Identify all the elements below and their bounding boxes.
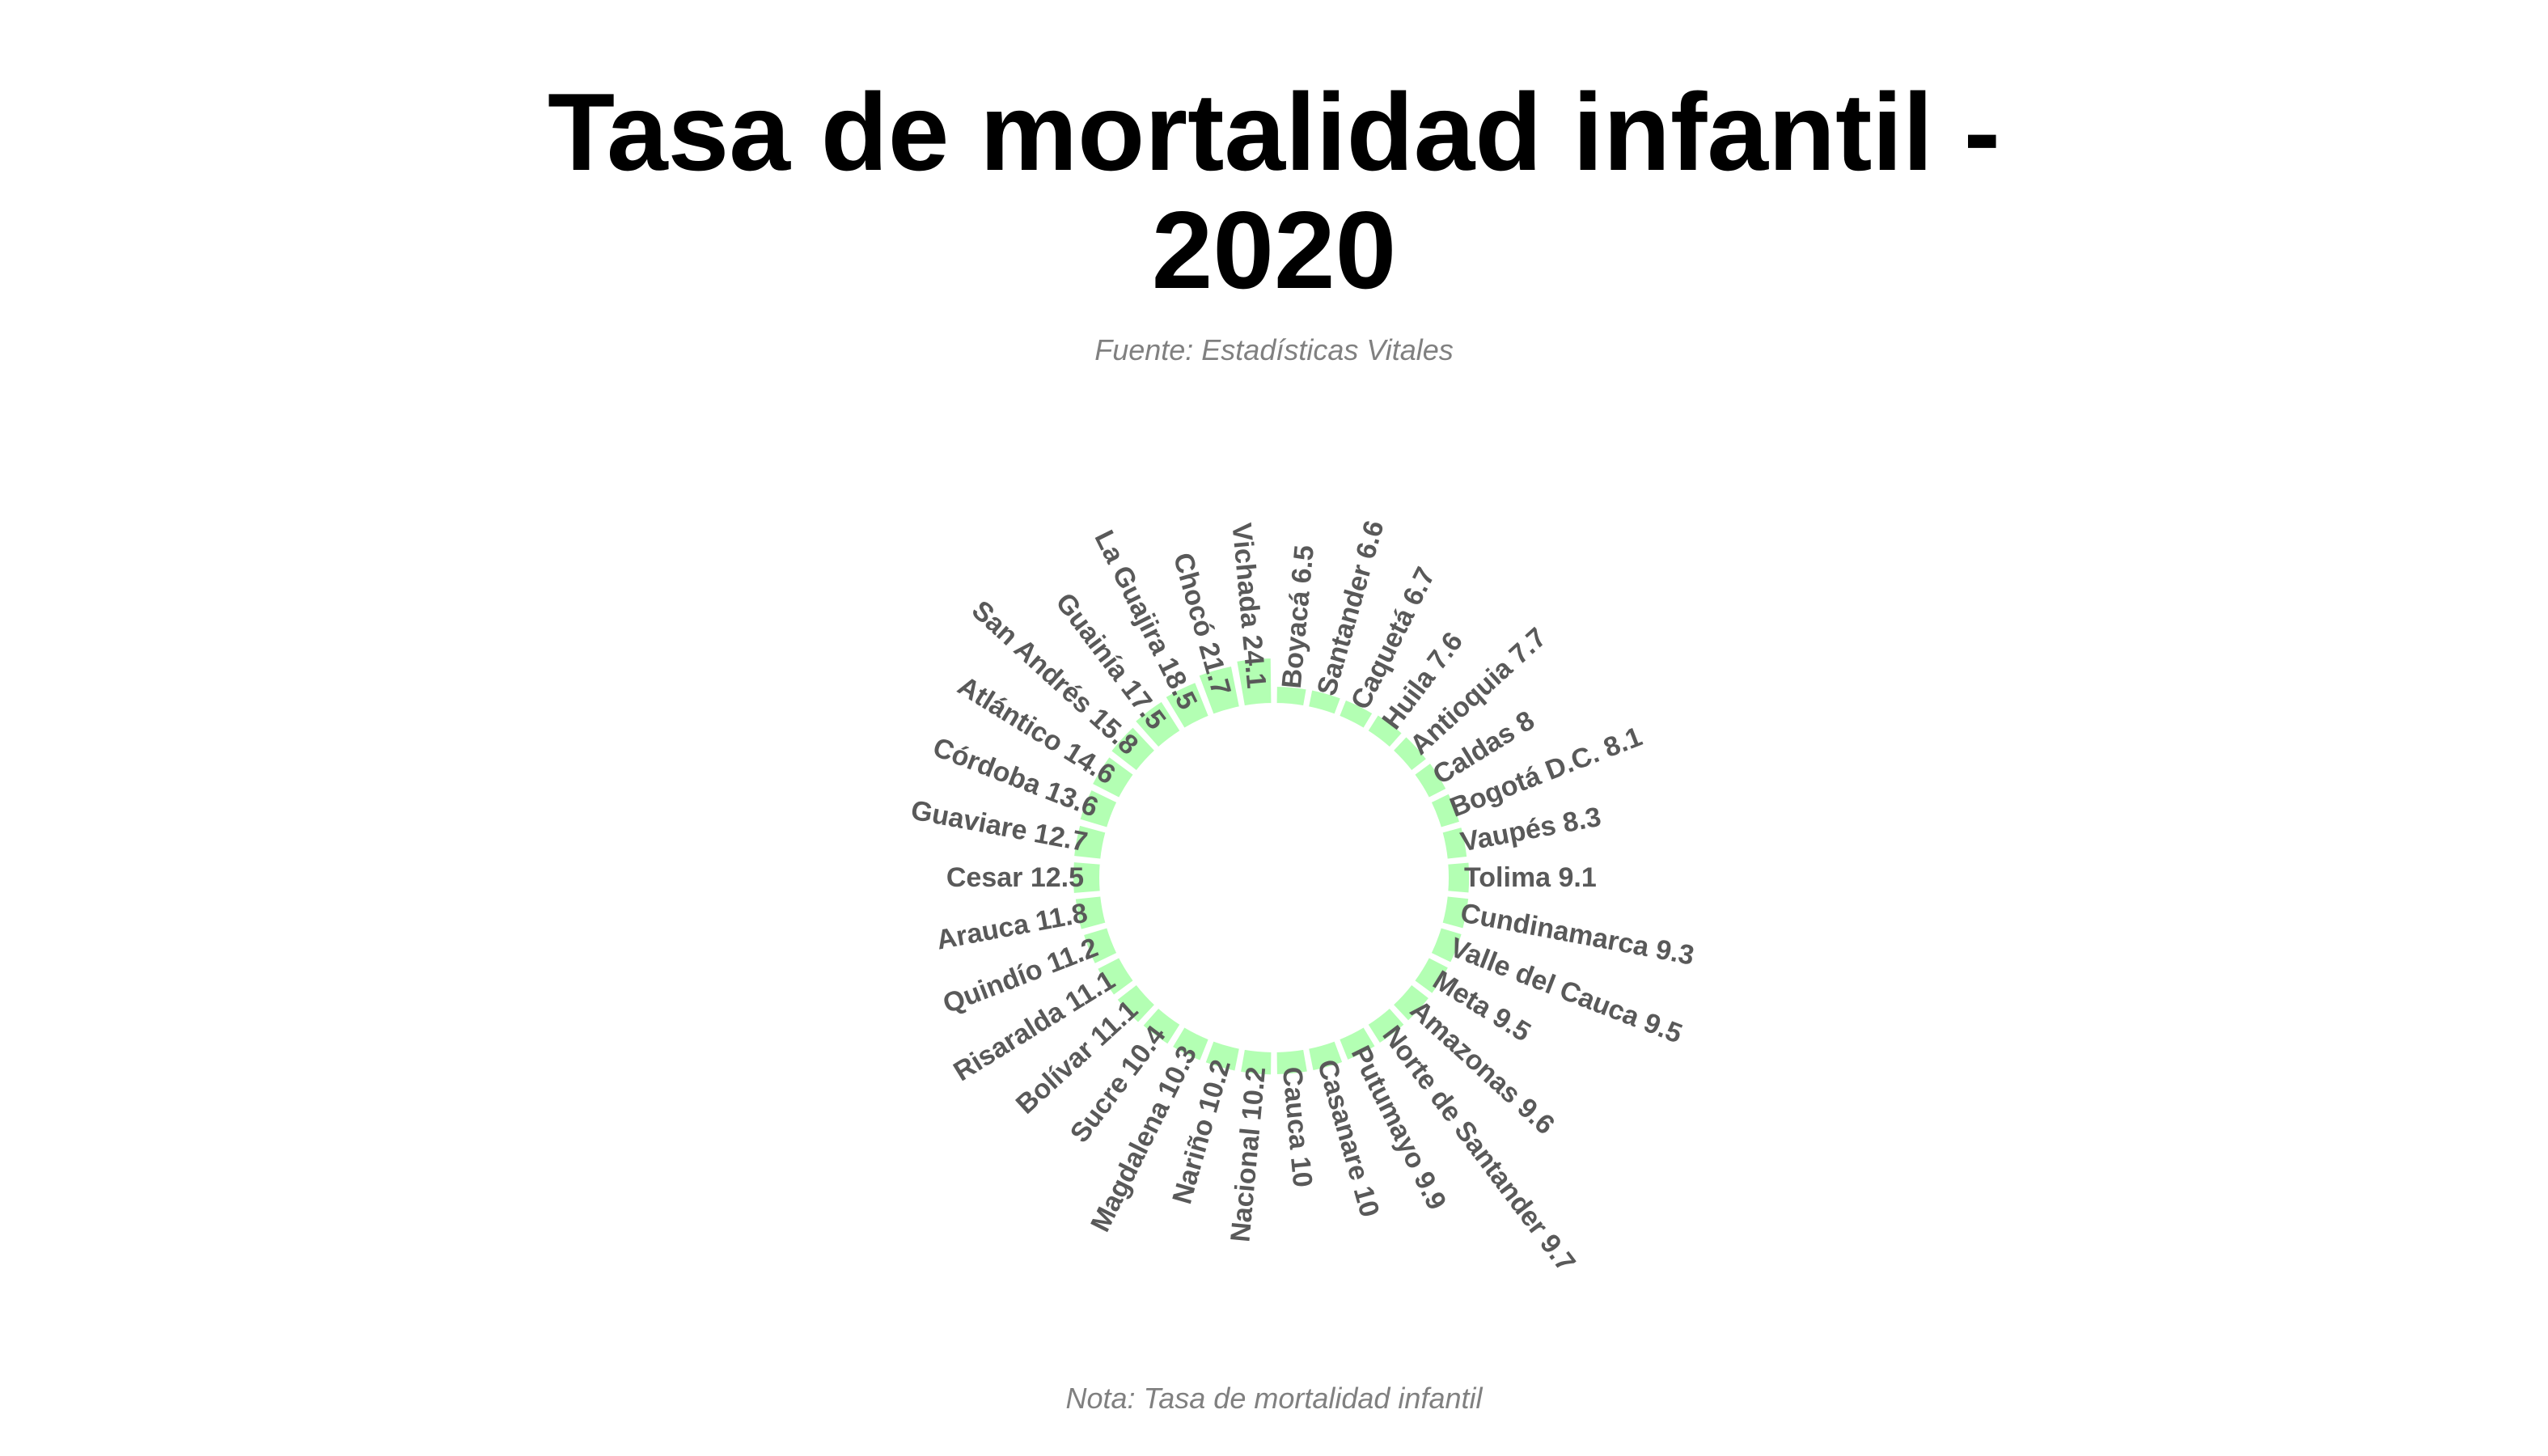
bar-18 [1204,1039,1242,1073]
bar-12 [1391,983,1431,1023]
bar-13 [1365,1006,1407,1045]
bar-26 [1072,823,1107,861]
bar-17 [1238,1048,1273,1077]
chart-subtitle: Fuente: Estadísticas Vitales [1094,333,1454,366]
bar-29 [1109,725,1157,772]
bar-label-8: Tolima 9.1 [1464,862,1597,893]
bar-30 [1133,700,1183,749]
bar-24 [1073,895,1107,932]
bar-11 [1412,955,1450,996]
bar-6 [1429,792,1462,829]
bar-22 [1095,955,1136,997]
bar-21 [1115,983,1157,1025]
bars-group [1072,657,1471,1077]
chart-title-line-1: Tasa de mortalidad infantil - [548,70,2000,193]
chart-caption: Nota: Tasa de mortalidad infantil [1065,1382,1483,1415]
bar-33 [1235,657,1273,708]
bar-2 [1337,698,1374,730]
bar-5 [1412,761,1448,800]
bar-3 [1365,713,1404,749]
bar-28 [1090,755,1136,800]
bar-7 [1441,825,1469,861]
bar-1 [1306,688,1343,716]
chart-title: Tasa de mortalidad infantil - 2020 [0,73,2548,309]
bar-4 [1391,734,1428,772]
bar-27 [1078,788,1119,829]
bar-9 [1441,895,1471,930]
bar-8 [1446,861,1471,895]
bar-15 [1306,1039,1344,1073]
bar-label-33: Vichada 24.1 [1225,522,1272,690]
bar-16 [1275,1048,1310,1076]
bar-label-25: Cesar 12.5 [946,862,1084,893]
bar-19 [1170,1025,1211,1063]
bar-14 [1337,1025,1378,1062]
bar-label-16: Cauca 10 [1276,1065,1318,1188]
bar-31 [1163,680,1211,730]
bar-label-0: Boyacá 6.5 [1276,544,1320,689]
bar-10 [1429,926,1464,965]
chart-title-line-2: 2020 [1151,188,1397,311]
bar-25 [1072,860,1102,895]
bar-32 [1197,664,1242,716]
bar-0 [1275,685,1308,708]
bar-label-17: Nacional 10.2 [1225,1065,1272,1243]
bar-23 [1081,926,1119,966]
bar-20 [1141,1006,1183,1046]
